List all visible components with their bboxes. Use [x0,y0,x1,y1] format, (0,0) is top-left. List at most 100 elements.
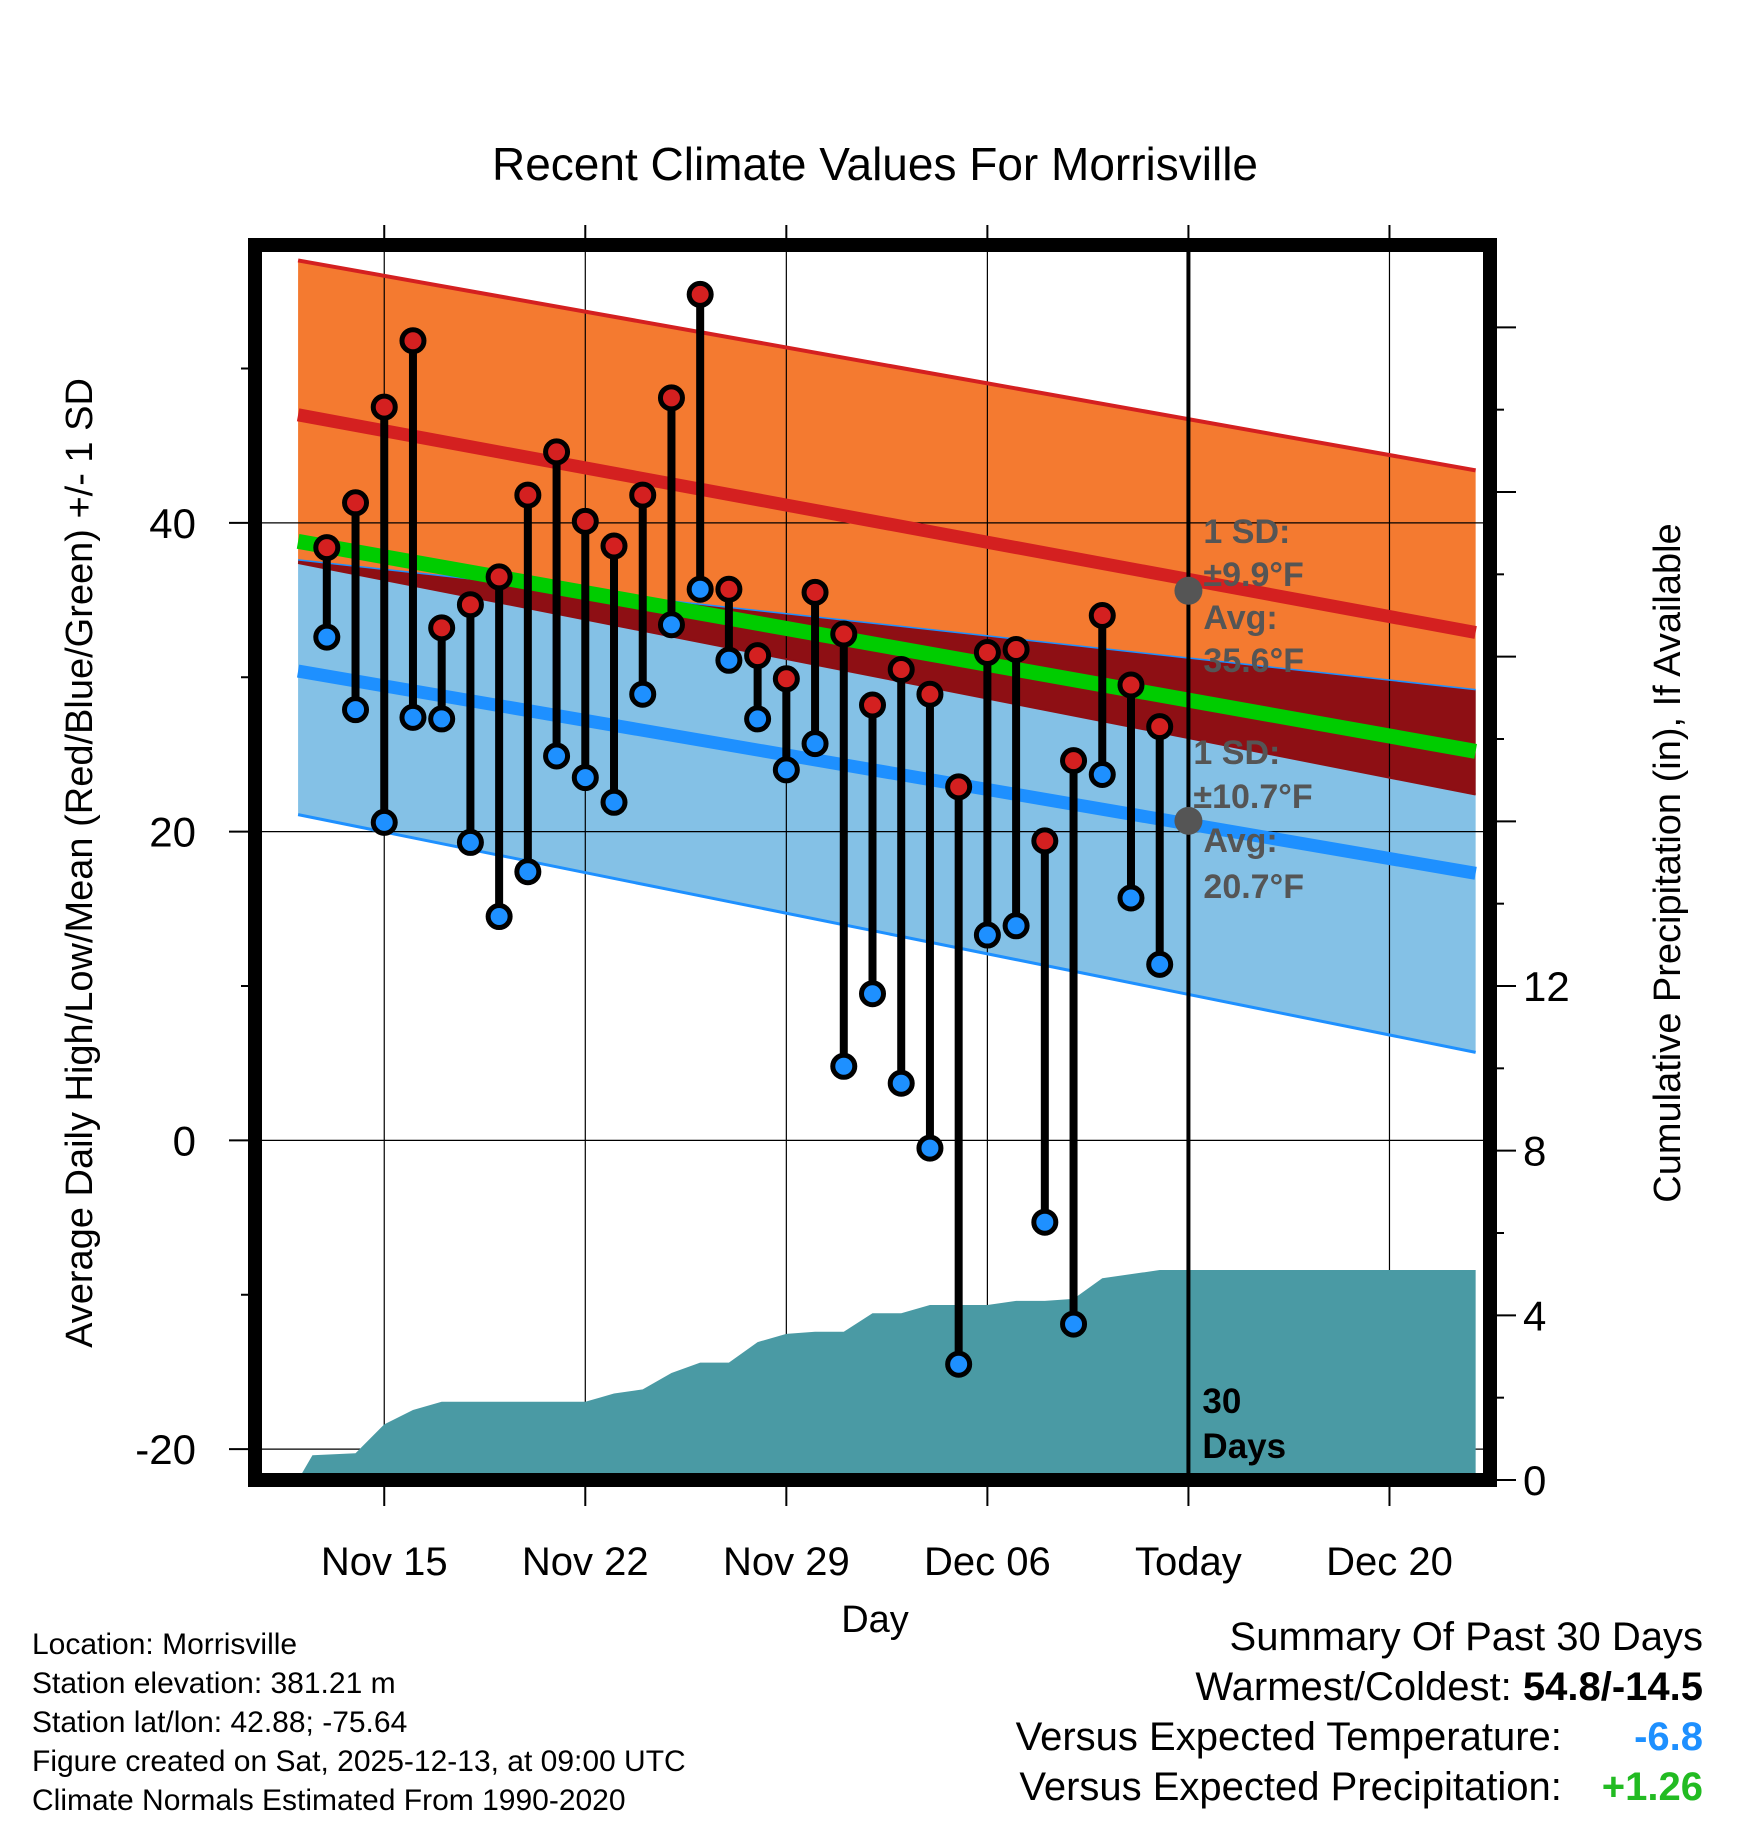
low-temp-marker [600,788,628,816]
low-temp-marker [859,980,886,1008]
elevation-text: Station elevation: 381.21 m [32,1667,396,1700]
y-tick-label: 20 [149,809,196,856]
low-temp-marker [830,1052,858,1080]
high-temp-marker [313,534,341,562]
high-temp-marker [973,639,1001,667]
high-avg-today-dot [1174,576,1203,605]
summary-title: Summary Of Past 30 Days [1229,1615,1703,1659]
plot-frame [248,238,1497,1487]
summary-panel: Summary Of Past 30 Days Warmest/Coldest:… [1016,1612,1703,1812]
low-avg-line [296,664,1477,880]
high-avg-line [296,408,1477,639]
high-temp-marker [1002,635,1030,663]
high-temp-marker [370,393,398,421]
x-tick-label: Nov 22 [522,1540,649,1584]
low-sd-value: ±10.7°F [1193,778,1312,816]
y-tick-label: 0 [173,1117,196,1164]
high-temp-marker [1117,671,1145,699]
low-avg-value: 20.7°F [1203,868,1304,906]
y2-tick-label: 8 [1523,1128,1546,1175]
low-temp-marker [715,646,743,674]
warm-cold-row: Warmest/Coldest: 54.8/-14.5 [1016,1662,1703,1712]
warm-cold-label: Warmest/Coldest: [1195,1665,1512,1709]
low-temp-marker [1117,884,1145,912]
high-temp-marker [485,563,513,591]
high-temp-marker [543,438,571,466]
high-temp-marker [1146,713,1174,741]
precip-area [298,1270,1476,1480]
temp-row: Versus Expected Temperature: -6.8 [1016,1712,1703,1762]
low-temp-marker [571,764,599,792]
high-avg-value: 35.6°F [1203,642,1304,680]
y2-tick-label: 0 [1523,1457,1546,1504]
x-tick-label: Today [1135,1540,1242,1584]
low-temp-marker [686,575,714,603]
y2-tick-label: 4 [1523,1292,1546,1339]
x-tick-label: Dec 06 [924,1540,1051,1584]
low-temp-marker [916,1134,944,1162]
low-temp-marker [744,705,772,733]
low-temp-marker [772,756,800,784]
window-unit-label: Days [1202,1427,1286,1466]
precip-row: Versus Expected Precipitation: +1.26 [1016,1762,1703,1812]
y-tick-label: -20 [135,1426,196,1473]
high-temp-marker [859,691,886,719]
warm-cold-value: 54.8/-14.5 [1522,1665,1703,1709]
low-temp-marker [370,808,398,836]
high-temp-marker [514,481,542,509]
low-temp-marker [1002,912,1030,940]
high-temp-marker [945,773,973,801]
high-temp-marker [1060,747,1088,775]
high-temp-marker [1031,827,1059,855]
low-temp-marker [428,705,456,733]
low-minus-sd-line [297,813,1476,1054]
low-temp-marker [1060,1310,1088,1338]
high-temp-marker [801,578,829,606]
low-temp-marker [1146,950,1174,978]
low-temp-marker [313,623,341,651]
low-temp-marker [629,680,657,708]
low-temp-marker [399,703,427,731]
high-temp-marker [686,280,714,308]
high-sd-title: 1 SD: [1203,513,1290,551]
low-temp-marker [945,1350,973,1378]
low-sd-title: 1 SD: [1193,734,1280,772]
precip-value: +1.26 [1601,1765,1703,1809]
low-temp-marker [1031,1208,1059,1236]
high-plus-sd-line [297,258,1476,473]
location-text: Location: Morrisville [32,1628,298,1661]
y2-axis-label: Cumulative Precipitation (in), If Availa… [1647,523,1689,1202]
temp-label: Versus Expected Temperature: [1015,1715,1562,1759]
low-temp-marker [456,828,484,856]
y-axis-label: Average Daily High/Low/Mean (Red/Blue/Gr… [59,378,101,1348]
high-temp-marker [744,642,772,670]
y-tick-label: 40 [149,500,196,547]
temp-value: -6.8 [1634,1715,1703,1759]
x-axis-label: Day [841,1599,909,1641]
low-temp-marker [801,730,829,758]
low-temp-marker [1088,761,1116,789]
high-temp-marker [399,327,427,355]
low-temp-marker [514,858,542,886]
high-temp-marker [830,620,858,648]
low-temp-marker [973,921,1001,949]
window-count-label: 30 [1202,1382,1241,1421]
high-temp-marker [657,384,685,412]
y2-tick-label: 12 [1523,963,1570,1010]
low-temp-marker [543,742,571,770]
high-temp-marker [715,575,743,603]
high-temp-marker [342,489,370,517]
high-avg-title: Avg: [1203,599,1277,637]
high-temp-marker [629,481,657,509]
high-temp-marker [916,680,944,708]
low-avg-title: Avg: [1203,822,1277,860]
latlon-text: Station lat/lon: 42.88; -75.64 [32,1706,408,1739]
high-temp-marker [600,532,628,560]
low-temp-marker [342,696,370,724]
precip-label: Versus Expected Precipitation: [1019,1765,1562,1809]
high-temp-marker [1088,602,1116,629]
high-temp-marker [571,507,599,535]
high-temp-marker [772,665,800,693]
created-text: Figure created on Sat, 2025-12-13, at 09… [32,1745,686,1778]
